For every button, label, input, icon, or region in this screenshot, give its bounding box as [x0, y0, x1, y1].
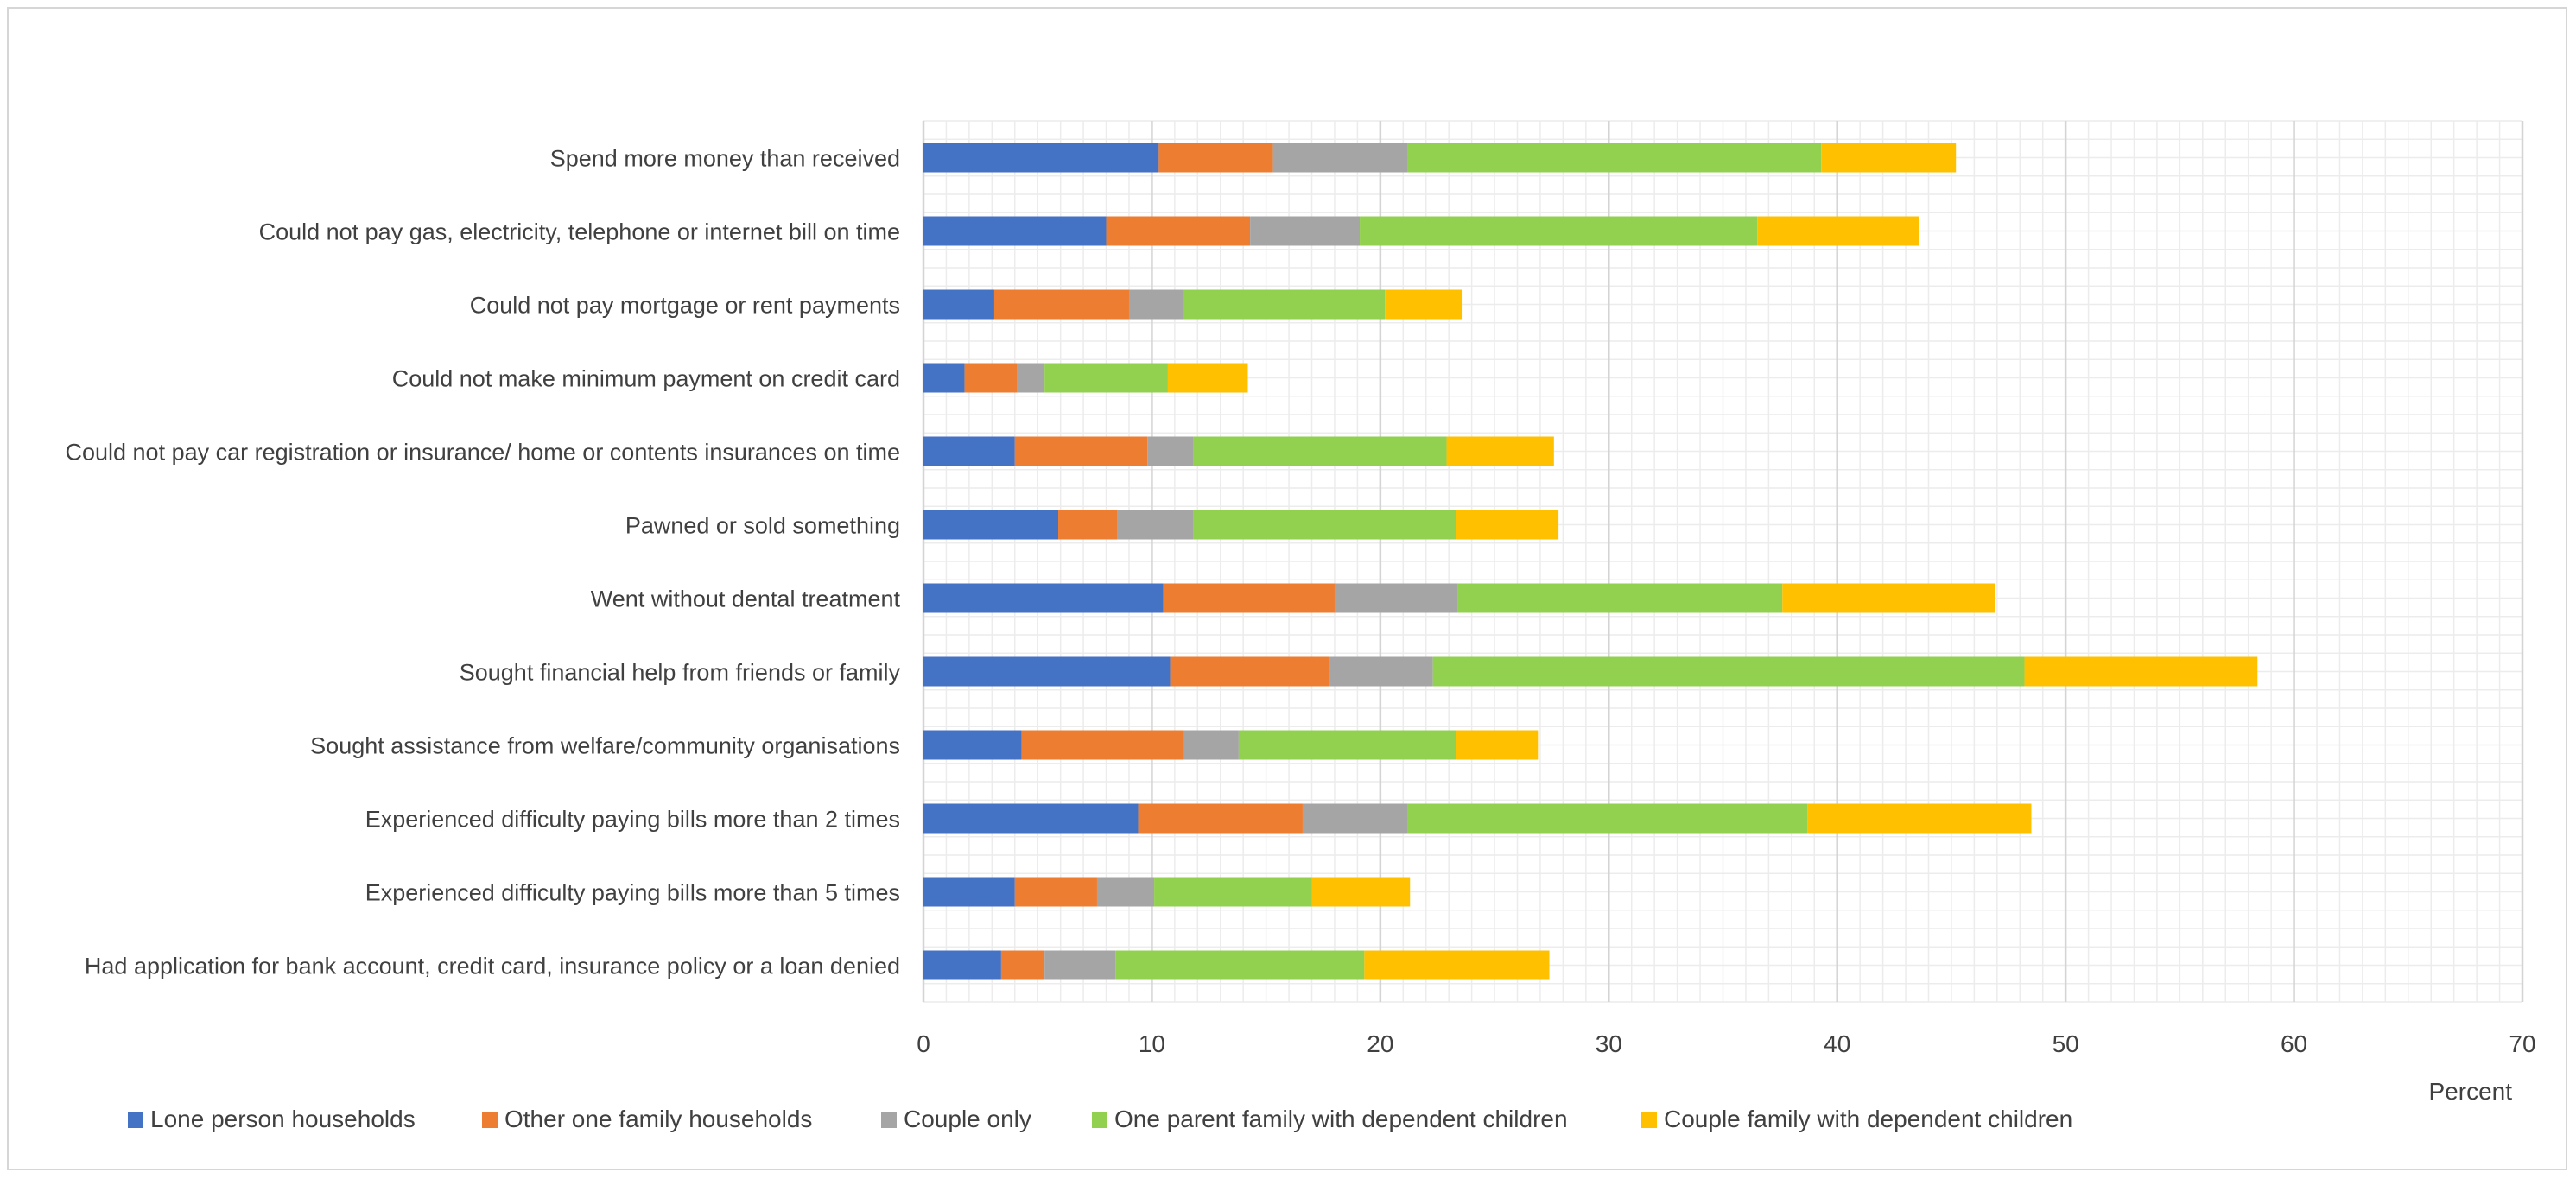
bar-segment [1096, 877, 1155, 907]
bar-segment [1115, 950, 1365, 980]
legend-label: Lone person households [150, 1106, 416, 1132]
bar-segment [1017, 363, 1045, 393]
bar-segment [1021, 730, 1184, 760]
bar-segment [1128, 289, 1184, 320]
bar-segment [1407, 143, 1822, 173]
category-label: Spend more money than received [550, 146, 900, 172]
bar-segment [1456, 510, 1559, 540]
bar-segment [923, 950, 1001, 980]
major-gridlines [922, 121, 2524, 1002]
bar-segment [1117, 510, 1194, 540]
legend-swatch [482, 1112, 498, 1128]
x-axis-title: Percent [2429, 1078, 2513, 1105]
x-tick-label: 70 [2509, 1030, 2535, 1057]
bar-segment [1329, 656, 1433, 687]
category-label: Sought financial help from friends or fa… [460, 660, 901, 686]
bar-segment [1807, 803, 2032, 834]
bar-segment [1044, 950, 1116, 980]
x-tick-label: 20 [1367, 1030, 1393, 1057]
x-axis-ticks: 0 10 20 30 40 50 60 70 [917, 1030, 2535, 1057]
category-label: Could not pay mortgage or rent payments [470, 293, 900, 319]
legend-label: One parent family with dependent childre… [1114, 1106, 1568, 1132]
x-tick-label: 50 [2053, 1030, 2079, 1057]
bar-segment [923, 510, 1059, 540]
legend-swatch [1092, 1112, 1107, 1128]
bar-segment [1360, 216, 1758, 246]
bar-segment [1757, 216, 1919, 246]
bar-segment [1457, 583, 1783, 613]
bar-segment [1183, 730, 1239, 760]
bar-segment [1154, 877, 1312, 907]
legend-swatch [1641, 1112, 1657, 1128]
bar-segment [993, 289, 1129, 320]
bar-segment [1238, 730, 1456, 760]
bar-segment [923, 583, 1164, 613]
bar-segment [1014, 436, 1148, 466]
x-tick-label: 10 [1139, 1030, 1165, 1057]
category-label: Had application for bank account, credit… [85, 954, 900, 979]
bar-segment [923, 143, 1159, 173]
category-label: Could not pay car registration or insura… [65, 440, 900, 466]
category-label: Sought assistance from welfare/community… [310, 733, 900, 759]
legend-label: Couple only [904, 1106, 1031, 1132]
bar-segment [923, 363, 965, 393]
x-tick-label: 30 [1596, 1030, 1622, 1057]
bar-segment [1193, 510, 1456, 540]
bar-segment [1147, 436, 1194, 466]
bar-segment [964, 363, 1018, 393]
bar-segment [1311, 877, 1411, 907]
minor-gridlines [923, 120, 2522, 1003]
bar-segment [1250, 216, 1361, 246]
bar-segment [1364, 950, 1550, 980]
bar-segment [1302, 803, 1408, 834]
bar-segment [1163, 583, 1335, 613]
bar-segment [1000, 950, 1045, 980]
bar-segment [1167, 363, 1248, 393]
bar-segment [923, 289, 994, 320]
bar-segment [1193, 436, 1447, 466]
bar-segment [923, 216, 1107, 246]
legend-swatch [881, 1112, 897, 1128]
bar-segment [923, 436, 1015, 466]
legend-label: Couple family with dependent children [1664, 1106, 2072, 1132]
category-label: Experienced difficulty paying bills more… [365, 880, 900, 906]
category-label: Experienced difficulty paying bills more… [365, 807, 900, 833]
x-tick-label: 60 [2281, 1030, 2307, 1057]
bar-segment [923, 803, 1139, 834]
bar-segment [1782, 583, 1995, 613]
bar-segment [1183, 289, 1386, 320]
bar-segment [1014, 877, 1097, 907]
category-label: Could not make minimum payment on credit… [392, 366, 900, 392]
bar-segment [1385, 289, 1463, 320]
bar-segment [923, 656, 1171, 687]
x-tick-label: 0 [917, 1030, 930, 1057]
bar-segment [1106, 216, 1251, 246]
category-label: Could not pay gas, electricity, telephon… [259, 219, 900, 245]
legend-label: Other one family households [504, 1106, 812, 1132]
bar-segment [1170, 656, 1330, 687]
category-labels: Spend more money than received Could not … [65, 146, 900, 979]
bar-segment [1044, 363, 1168, 393]
bar-segment [1432, 656, 2025, 687]
bar-segment [1456, 730, 1539, 760]
bar-segment [2024, 656, 2258, 687]
bar-segment [1158, 143, 1273, 173]
bar-segment [1446, 436, 1554, 466]
bar-segment [923, 730, 1022, 760]
x-tick-label: 40 [1824, 1030, 1850, 1057]
bars [923, 143, 2258, 980]
legend: Lone person households Other one family h… [128, 1106, 2072, 1132]
bar-segment [923, 877, 1015, 907]
bar-segment [1138, 803, 1303, 834]
bar-segment [1272, 143, 1408, 173]
bar-segment [1407, 803, 1808, 834]
legend-swatch [128, 1112, 143, 1128]
category-label: Pawned or sold something [625, 513, 900, 539]
bar-segment [1058, 510, 1118, 540]
bar-segment [1821, 143, 1957, 173]
category-label: Went without dental treatment [591, 586, 901, 612]
bar-segment [1334, 583, 1458, 613]
